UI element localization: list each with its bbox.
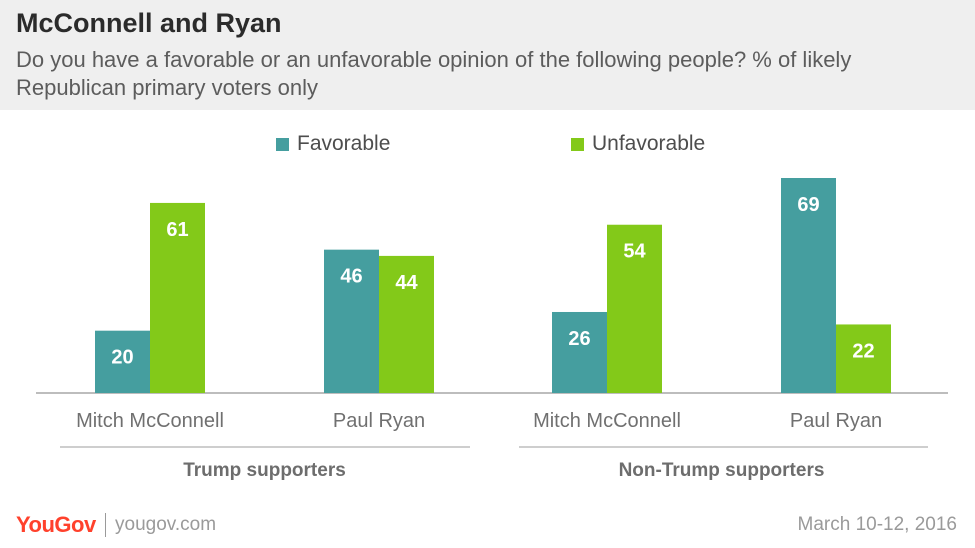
bar-unfavorable-1 [379,255,434,393]
header: McConnell and Ryan Do you have a favorab… [0,0,975,110]
data-label-unfavorable-0: 61 [166,219,188,241]
data-label-unfavorable-3: 22 [852,340,874,362]
bar-unfavorable-3 [836,324,891,393]
footer-url: yougov.com [115,514,217,535]
chart-subtitle: Do you have a favorable or an unfavorabl… [16,47,852,100]
bar-favorable-1 [324,249,379,393]
footer-divider [105,513,106,537]
category-label-3: Paul Ryan [790,410,882,432]
data-label-favorable-3: 69 [797,194,819,216]
bar-unfavorable-0 [150,202,205,393]
group-label-1: Non-Trump supporters [619,460,825,481]
chart-title: McConnell and Ryan [16,8,282,38]
group-label-0: Trump supporters [183,460,346,481]
data-label-favorable-2: 26 [568,328,590,350]
legend: Favorable Unfavorable [0,132,975,158]
bar-chart: 20 61 Mitch McConnell 46 44 Paul Ryan 26 54 Mitc… [36,178,948,481]
bar-favorable-3 [781,178,836,393]
data-label-unfavorable-2: 54 [623,241,646,263]
category-label-2: Mitch McConnell [533,410,681,432]
legend-item-unfavorable: Unfavorable [571,132,705,156]
yougov-logo: YouGov [16,512,96,537]
data-label-favorable-1: 46 [340,266,362,288]
bar-favorable-2 [552,311,607,393]
bar-favorable-0 [95,330,150,393]
data-label-unfavorable-1: 44 [395,272,418,294]
category-label-0: Mitch McConnell [76,410,224,432]
legend-swatch-unfavorable [571,137,584,151]
data-label-favorable-0: 20 [111,347,133,369]
legend-item-favorable: Favorable [276,132,390,156]
footer-date: March 10-12, 2016 [797,514,958,535]
legend-label-unfavorable: Unfavorable [592,132,706,155]
category-label-1: Paul Ryan [333,410,425,432]
legend-swatch-favorable [276,137,289,151]
legend-label-favorable: Favorable [297,132,391,155]
bar-unfavorable-2 [607,224,662,393]
